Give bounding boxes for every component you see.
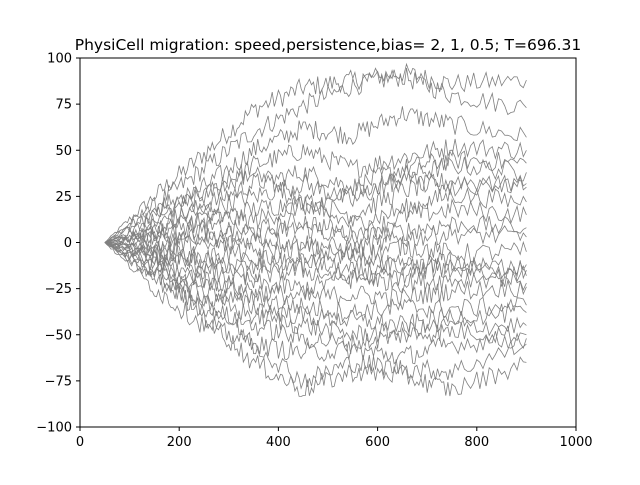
x-tick-label: 400 — [266, 435, 291, 450]
cell-track-14 — [104, 242, 527, 289]
y-tick-label: −100 — [36, 421, 72, 436]
y-tick-label: 100 — [47, 52, 72, 67]
x-tick-label: 0 — [76, 435, 84, 450]
y-tick-label: 0 — [64, 236, 72, 251]
x-tick-label: 200 — [167, 435, 192, 450]
x-axis-ticks: 0 200 400 600 800 1000 — [76, 427, 593, 450]
y-tick-label: 25 — [55, 190, 72, 205]
cell-track-11 — [104, 224, 527, 259]
cell-track-4 — [104, 138, 527, 243]
y-tick-label: −25 — [45, 282, 72, 297]
series-layer — [104, 62, 527, 397]
cell-track-17 — [104, 242, 527, 323]
y-tick-label: 50 — [55, 144, 72, 159]
cell-track-21 — [104, 242, 527, 365]
x-tick-label: 1000 — [559, 435, 592, 450]
y-tick-label: −75 — [45, 374, 72, 389]
cell-track-25 — [104, 223, 527, 291]
cell-track-2 — [104, 67, 527, 243]
y-tick-label: 75 — [55, 98, 72, 113]
cell-track-22 — [104, 242, 527, 397]
cell-track-23 — [104, 242, 527, 390]
x-tick-label: 600 — [365, 435, 390, 450]
cell-track-7 — [104, 172, 527, 243]
cell-track-24 — [104, 166, 527, 243]
cell-track-9 — [104, 198, 527, 246]
chart-title: PhysiCell migration: speed,persistence,b… — [75, 36, 582, 54]
x-tick-label: 800 — [464, 435, 489, 450]
y-axis-ticks: −100 −75 −50 −25 0 25 50 75 100 — [36, 52, 80, 436]
cell-track-15 — [104, 242, 527, 298]
cell-track-3 — [104, 106, 527, 243]
y-tick-label: −50 — [45, 328, 72, 343]
